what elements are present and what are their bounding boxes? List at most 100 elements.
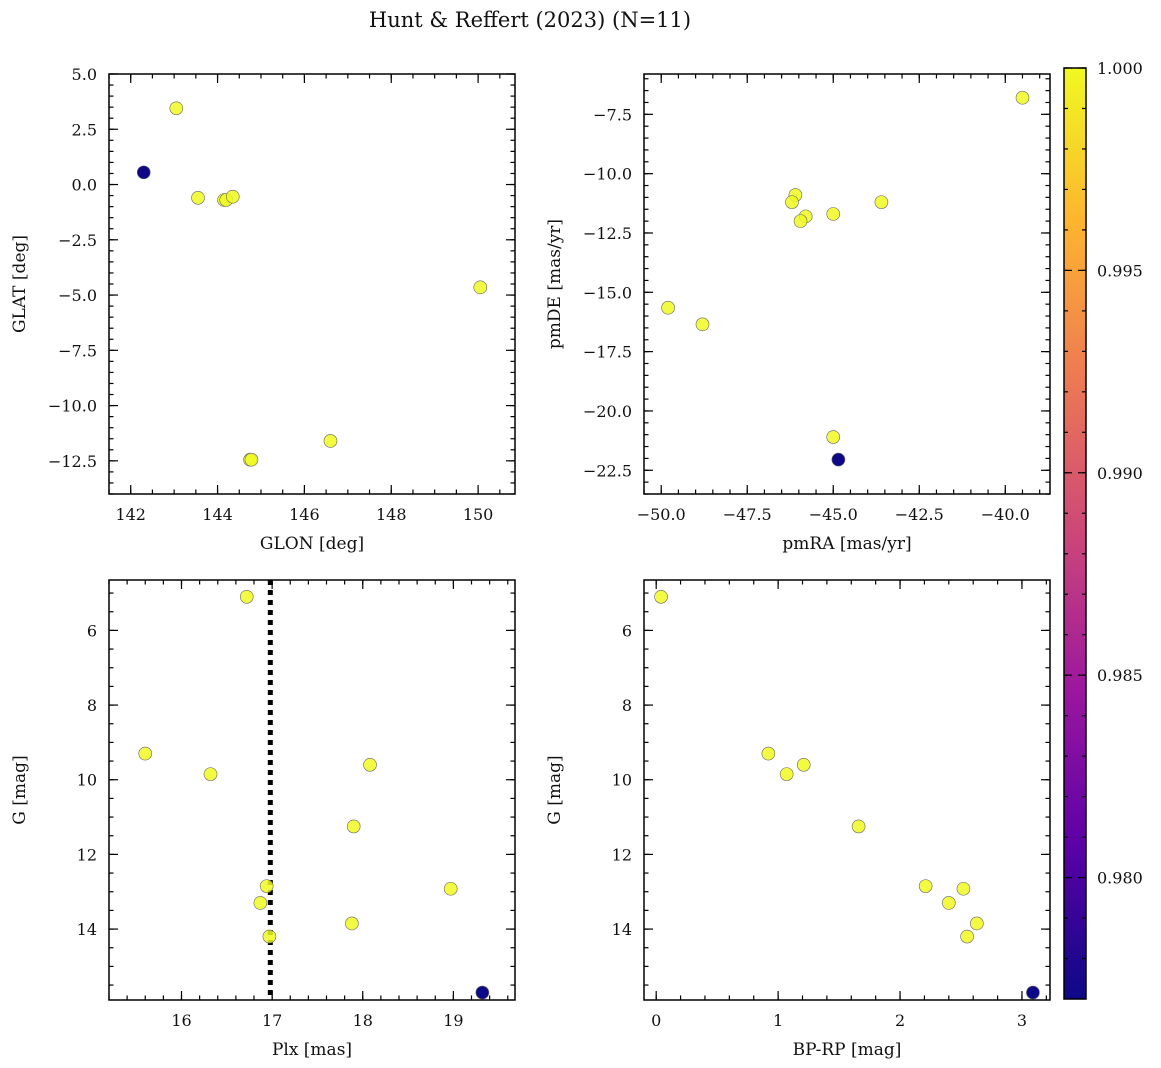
scatter-point (346, 819, 361, 834)
scatter-point (826, 207, 841, 221)
panel-glon-glat: 142 144 146 148 150 5.0 2.5 0.0 −2.5 −5.0 −7.5 −10.… (10, 65, 516, 554)
scatter-point (695, 317, 710, 332)
scatter-point (323, 434, 338, 448)
scatter-point (191, 190, 205, 205)
x-tick-label: 150 (463, 505, 494, 524)
scatter-point (253, 896, 268, 910)
scatter-point (259, 879, 274, 893)
scatter-point (345, 916, 359, 931)
y-tick-label: 10 (612, 771, 632, 790)
x-tick-label: 146 (289, 505, 320, 524)
panel-pmra-pmde: −50.0 −47.5 −45.0 −42.5 −40.0 −7.5 −10.0 −12.5 −… (545, 73, 1051, 554)
colorbar-tick-label: 1.000 (1097, 59, 1143, 78)
scatter-point (785, 195, 799, 209)
scatter-point (473, 280, 488, 295)
x-tick-label: 0 (651, 1011, 661, 1030)
scatter-point (1015, 90, 1030, 105)
scatter-point (796, 757, 811, 772)
x-tick-label: 2 (895, 1011, 905, 1030)
x-tick-label: −50.0 (637, 505, 686, 524)
colorbar: 0.980 0.985 0.990 0.995 1.000 (1063, 59, 1143, 1000)
y-tick-label: −2.5 (58, 231, 97, 250)
scatter-point (831, 452, 846, 467)
y-tick-label: 8 (622, 696, 632, 715)
scatter-point (1026, 985, 1040, 1000)
x-axis-label: Plx [mas] (272, 1040, 352, 1060)
x-tick-label: 1 (773, 1011, 783, 1030)
scatter-point (136, 165, 151, 180)
y-tick-label: −7.5 (593, 105, 632, 124)
x-axis-label: GLON [deg] (260, 534, 364, 554)
y-tick-label: 12 (612, 845, 632, 864)
scatter-point (793, 214, 808, 228)
y-tick-label: 6 (87, 621, 97, 640)
y-tick-label: −17.5 (583, 343, 632, 362)
scatter-point (138, 746, 153, 761)
y-tick-label: 5.0 (72, 65, 97, 84)
colorbar-gradient (1064, 68, 1086, 999)
x-tick-label: 144 (202, 505, 233, 524)
y-tick-label: −5.0 (58, 286, 97, 305)
y-tick-label: −12.5 (583, 224, 632, 243)
scatter-point (203, 767, 218, 781)
axes-frame (643, 579, 1051, 1001)
colorbar-frame (1063, 67, 1087, 1000)
y-tick-label: 8 (87, 696, 97, 715)
scatter-point (654, 589, 668, 604)
y-tick-label: −10.0 (583, 165, 632, 184)
scatter-point (960, 929, 974, 944)
y-tick-label: 6 (622, 621, 632, 640)
scatter-point (239, 589, 254, 604)
scatter-point (443, 881, 458, 896)
y-tick-label: −10.0 (48, 397, 97, 416)
colorbar-tick-label: 0.980 (1097, 869, 1143, 888)
x-tick-label: −40.0 (981, 505, 1030, 524)
y-tick-label: 14 (77, 920, 97, 939)
x-tick-label: 17 (262, 1011, 282, 1030)
scatter-point (761, 746, 776, 761)
scatter-point (363, 757, 377, 772)
y-tick-label: 14 (612, 920, 632, 939)
x-axis-label: pmRA [mas/yr] (782, 534, 911, 554)
scatter-point (826, 430, 841, 444)
y-tick-label: −22.5 (583, 461, 632, 480)
scatter-point (262, 929, 277, 944)
panel-plx-g: 16 17 18 19 6 8 10 12 14 Plx [mas] G [mag] (10, 579, 516, 1060)
y-tick-label: 10 (77, 771, 97, 790)
y-tick-label: −20.0 (583, 402, 632, 421)
y-axis-label: GLAT [deg] (10, 235, 30, 333)
x-tick-label: 148 (376, 505, 407, 524)
x-tick-label: −42.5 (895, 505, 944, 524)
x-tick-label: −47.5 (723, 505, 772, 524)
scatter-point (942, 896, 956, 910)
y-axis-label: pmDE [mas/yr] (545, 219, 565, 349)
scatter-point (851, 819, 866, 834)
y-tick-label: 2.5 (72, 120, 97, 139)
y-tick-label: −15.0 (583, 283, 632, 302)
y-tick-label: −7.5 (58, 341, 97, 360)
colorbar-tick-label: 0.990 (1097, 464, 1143, 483)
y-axis-label: G [mag] (10, 755, 30, 824)
scatter-point (244, 452, 259, 467)
scatter-point (225, 189, 240, 204)
scatter-point (661, 300, 675, 315)
colorbar-tick-label: 0.985 (1097, 666, 1143, 685)
y-tick-label: 0.0 (72, 176, 97, 195)
scatter-point (956, 881, 971, 896)
x-tick-label: −45.0 (809, 505, 858, 524)
x-tick-label: 16 (171, 1011, 191, 1030)
axes-frame (643, 73, 1051, 495)
x-tick-label: 19 (443, 1011, 463, 1030)
figure-title: Hunt & Reffert (2023) (N=11) (369, 8, 691, 32)
scatter-point (970, 916, 984, 931)
y-axis-label: G [mag] (545, 755, 565, 824)
scatter-point (874, 195, 889, 209)
colorbar-tick-label: 0.995 (1097, 261, 1143, 280)
x-axis-label: BP-RP [mag] (793, 1040, 902, 1060)
y-tick-label: −12.5 (48, 452, 97, 471)
x-tick-label: 18 (353, 1011, 373, 1030)
x-tick-label: 3 (1017, 1011, 1027, 1030)
x-tick-label: 142 (115, 505, 146, 524)
